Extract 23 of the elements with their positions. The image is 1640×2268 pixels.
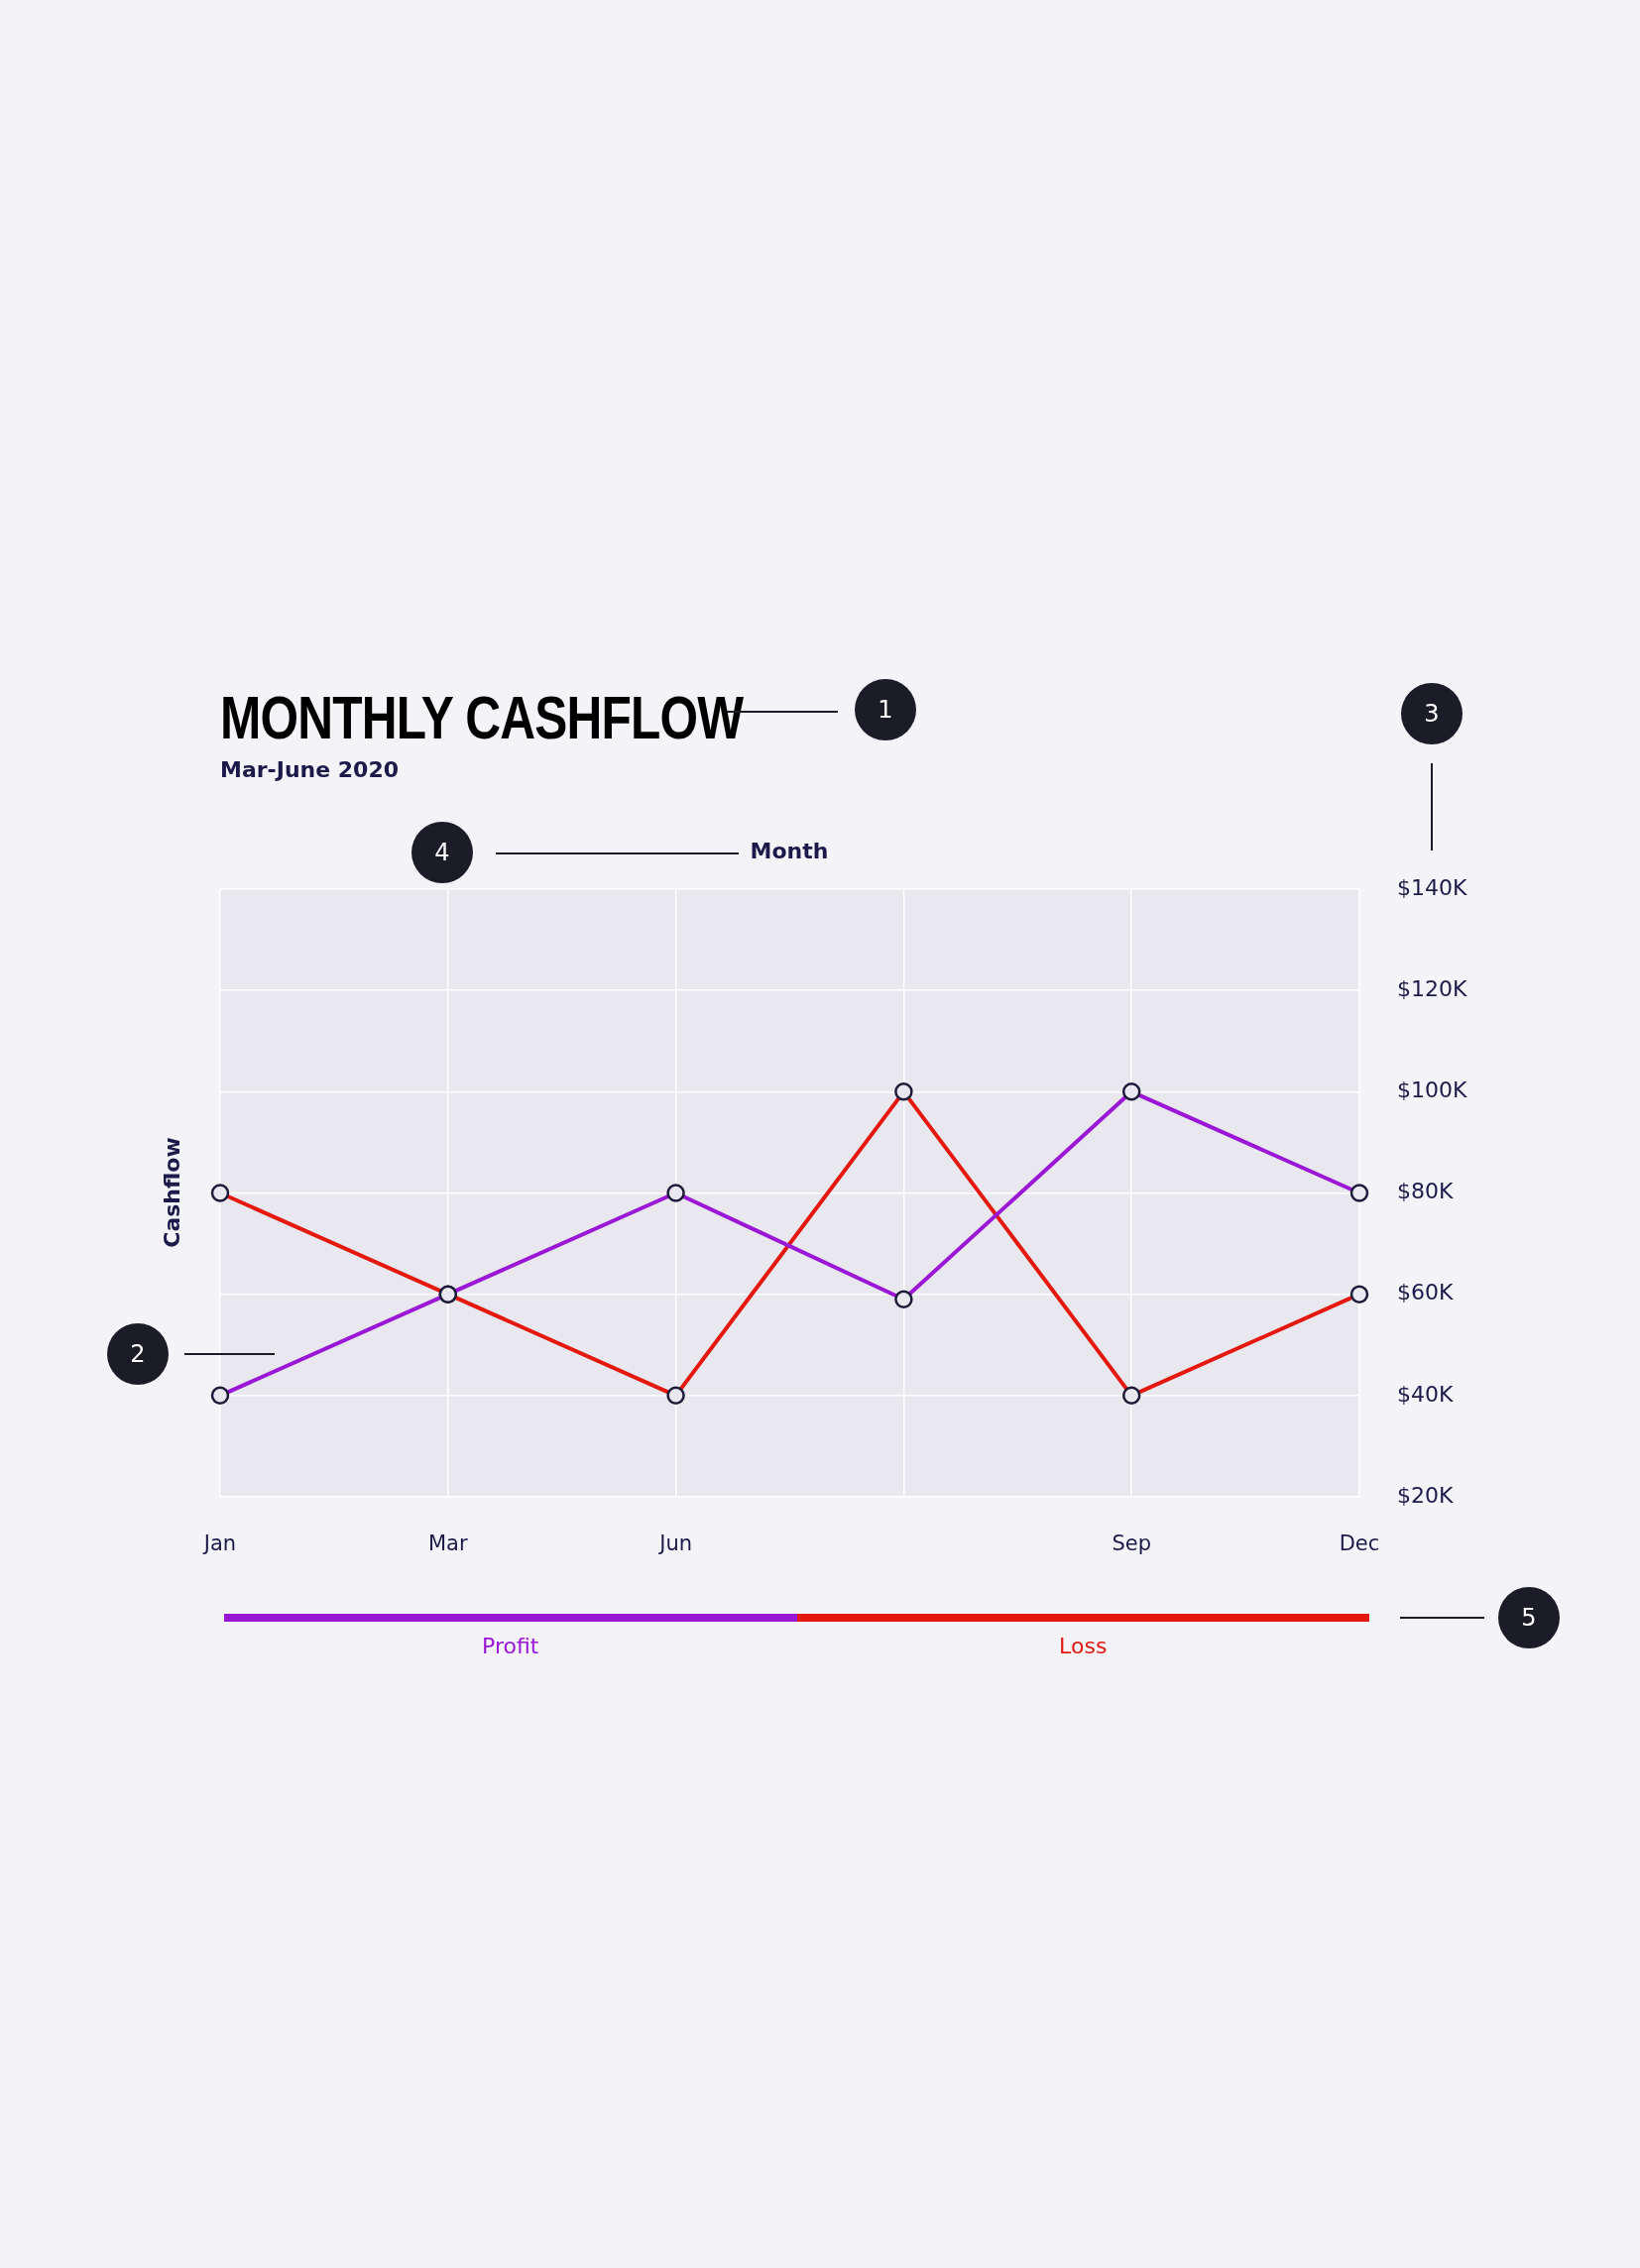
y-axis-title: Cashflow xyxy=(159,1137,184,1248)
text: Profit xyxy=(482,1634,539,1658)
x-tick-label: Jun xyxy=(657,1531,693,1556)
x-tick-label: Jan xyxy=(201,1531,237,1556)
y-tick-label: $20K xyxy=(1397,1482,1454,1508)
x-tick-label: Dec xyxy=(1339,1531,1380,1556)
y-tick-label: $80K xyxy=(1397,1179,1454,1204)
y-tick-label: $100K xyxy=(1397,1077,1467,1103)
x-tick-label: Sep xyxy=(1112,1531,1151,1556)
text: 1 xyxy=(855,679,916,740)
y-tick-label: $60K xyxy=(1397,1280,1454,1305)
text: 4 xyxy=(411,822,473,883)
x-axis-title: Month xyxy=(750,839,829,863)
x-tick-label: Mar xyxy=(427,1531,468,1556)
text: Loss xyxy=(1059,1634,1108,1658)
text: 5 xyxy=(1498,1587,1560,1648)
chart-title: MONTHLY CASHFLOW xyxy=(220,682,744,752)
chart-subtitle: Mar-June 2020 xyxy=(220,757,400,782)
text: 2 xyxy=(107,1323,169,1385)
y-tick-label: $40K xyxy=(1397,1381,1454,1407)
y-tick-label: $120K xyxy=(1397,975,1467,1001)
y-tick-label: $140K xyxy=(1397,874,1467,900)
text: 3 xyxy=(1401,683,1463,744)
